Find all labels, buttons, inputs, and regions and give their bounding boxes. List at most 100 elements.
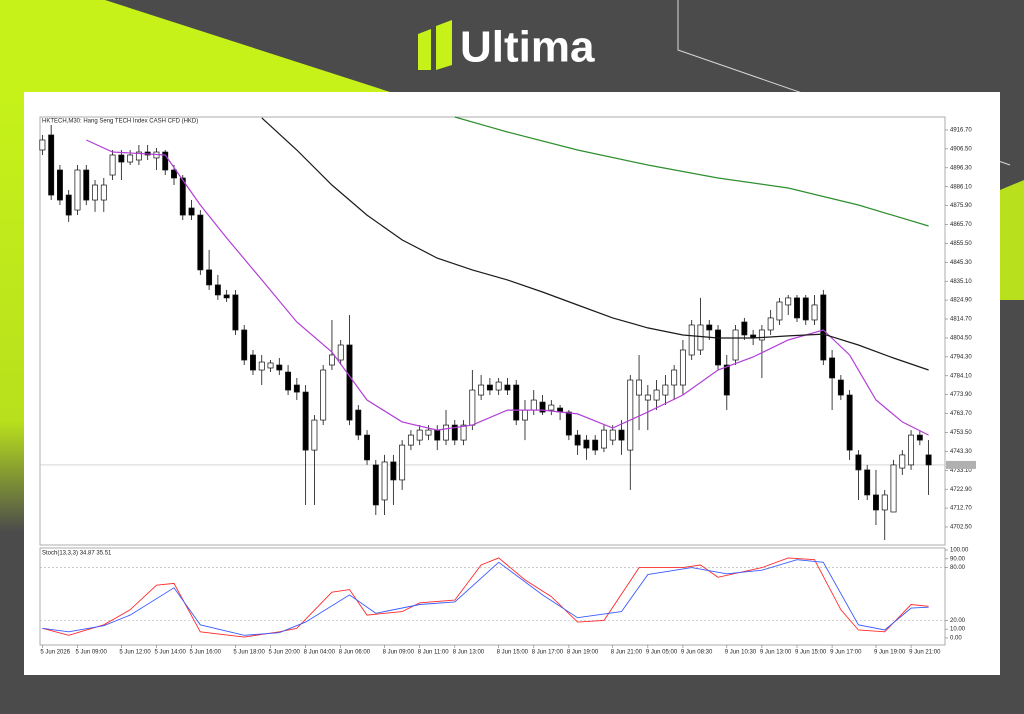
candle-body <box>407 434 414 446</box>
candle-body <box>293 384 300 393</box>
candle-body <box>495 381 502 391</box>
candle-body <box>276 364 283 371</box>
x-tick-label: 8 Jun 15:00 <box>497 650 529 656</box>
candle-body <box>592 439 599 451</box>
candle-body <box>627 379 634 451</box>
x-tick-label: 8 Jun 19:00 <box>567 650 599 656</box>
candle-body <box>565 411 572 436</box>
candle-body <box>469 389 476 426</box>
candle-body <box>688 324 695 356</box>
candle-body <box>381 461 388 501</box>
y-tick-label: 20.00 <box>950 618 966 624</box>
stoch-line <box>42 557 929 638</box>
candle-body <box>873 494 879 511</box>
candle-body <box>250 354 256 371</box>
y-tick-label: 4896.30 <box>950 165 972 171</box>
y-tick-label: 80.00 <box>950 565 966 571</box>
candle-body <box>416 429 423 441</box>
candle-body <box>908 434 915 466</box>
candle-body <box>285 371 292 391</box>
x-tick-label: 9 Jun 10:30 <box>725 650 757 656</box>
moving-average <box>86 139 929 436</box>
candle-body <box>311 419 318 451</box>
y-tick-label: 4702.50 <box>950 525 972 531</box>
stoch-line <box>42 559 929 636</box>
candle-body <box>83 169 90 201</box>
x-tick-label: 9 Jun 05:00 <box>646 650 678 656</box>
candle-body <box>820 294 827 361</box>
y-tick-label: 4865.70 <box>950 222 972 228</box>
candle-body <box>197 214 204 271</box>
candle-body <box>39 139 46 151</box>
candle-body <box>846 394 853 451</box>
candle-body <box>671 369 678 386</box>
x-tick-label: 5 Jun 14:00 <box>154 650 186 656</box>
x-tick-label: 9 Jun 17:00 <box>830 650 862 656</box>
chart-title: HKTECH,M30: Hang Seng TECH Index CASH CF… <box>42 119 198 125</box>
candle-body <box>653 389 660 401</box>
logo-mark <box>418 29 431 70</box>
y-tick-label: 90.00 <box>950 556 966 562</box>
candle-body <box>697 324 704 351</box>
candle-body <box>662 384 669 396</box>
candle-body <box>916 434 923 441</box>
candle-body <box>179 177 186 216</box>
y-tick-label: 100.00 <box>950 548 969 554</box>
candle-body <box>48 134 55 196</box>
candle-body <box>574 434 581 446</box>
x-tick-label: 8 Jun 09:00 <box>383 650 415 656</box>
y-tick-label: 4814.70 <box>950 317 972 323</box>
candle-body <box>715 329 721 366</box>
x-tick-label: 9 Jun 21:00 <box>909 650 941 656</box>
candle-body <box>636 379 643 396</box>
candle-body <box>100 184 107 201</box>
candle-body <box>837 379 844 396</box>
candle-body <box>767 317 774 331</box>
x-tick-label: 5 Jun 16:00 <box>190 650 222 656</box>
brand: Ultima <box>460 23 595 72</box>
candle-body <box>258 361 265 371</box>
candle-body <box>302 391 309 451</box>
candle-body <box>679 349 686 386</box>
x-tick-label: 8 Jun 04:00 <box>304 650 336 656</box>
candle-body <box>206 269 213 286</box>
x-tick-label: 9 Jun 15:00 <box>795 650 827 656</box>
x-tick-label: 9 Jun 19:00 <box>874 650 906 656</box>
candle-body <box>328 354 335 366</box>
candle-body <box>539 401 546 413</box>
x-tick-label: 8 Jun 21:00 <box>611 650 643 656</box>
candle-body <box>486 384 493 391</box>
y-tick-label: 4733.10 <box>950 468 972 474</box>
accent-right <box>1000 180 1024 300</box>
candle-body <box>390 461 397 481</box>
y-tick-label: 10.00 <box>950 627 966 633</box>
candle-body <box>741 321 748 336</box>
y-tick-label: 4875.90 <box>950 203 972 209</box>
x-tick-label: 5 Jun 12:00 <box>119 650 151 656</box>
y-tick-label: 4906.50 <box>950 146 972 152</box>
candle-body <box>372 464 379 506</box>
x-tick-label: 5 Jun 20:00 <box>269 650 301 656</box>
candle-body <box>811 304 818 321</box>
candle-body <box>802 297 809 321</box>
x-tick-label: 8 Jun 17:00 <box>532 650 564 656</box>
y-tick-label: 4712.70 <box>950 506 972 512</box>
x-tick-label: 5 Jun 18:00 <box>233 650 265 656</box>
price-frame <box>39 116 946 546</box>
candle-body <box>241 329 248 361</box>
candle-body <box>460 424 467 441</box>
candle-body <box>881 494 888 511</box>
candle-body <box>644 394 651 401</box>
candle-body <box>794 297 800 319</box>
y-tick-label: 4855.50 <box>950 241 972 247</box>
x-tick-label: 9 Jun 13:00 <box>760 650 792 656</box>
y-tick-label: 4784.10 <box>950 373 972 379</box>
candle-body <box>188 207 195 216</box>
logo-mark <box>436 20 452 70</box>
y-tick-label: 4773.90 <box>950 392 972 398</box>
indicator-title: Stoch(13,3,3) 34.87 35.51 <box>42 551 112 557</box>
candle-body <box>732 329 739 361</box>
candle-body <box>127 154 134 163</box>
